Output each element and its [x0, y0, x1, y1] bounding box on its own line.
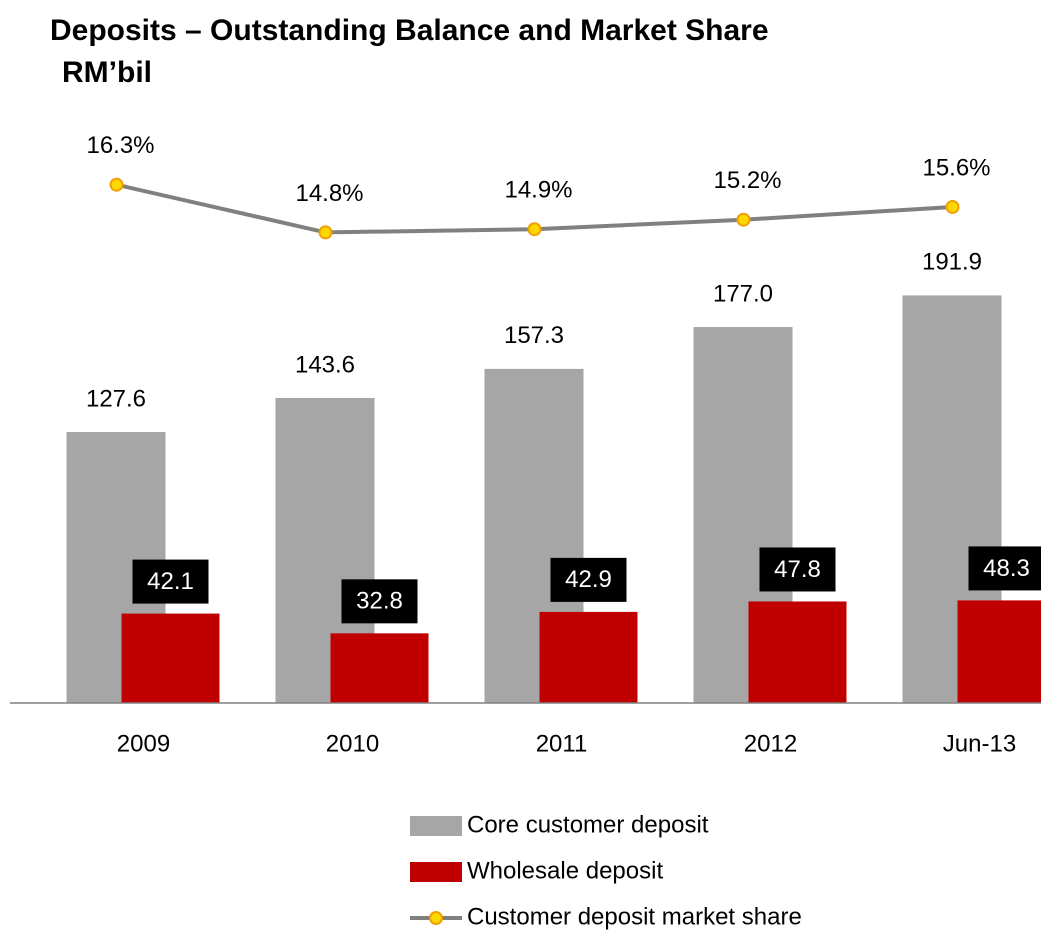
legend-marker [429, 911, 443, 925]
legend-swatch [410, 816, 462, 836]
legend-label: Core customer deposit [467, 811, 709, 838]
data-label: 16.3% [86, 132, 154, 159]
data-label: 191.9 [922, 249, 982, 276]
data-label-box [968, 546, 1041, 591]
data-label: 42.9 [565, 566, 612, 593]
data-label: 47.8 [774, 556, 821, 583]
data-label: 48.3 [983, 555, 1030, 582]
data-label: 14.9% [504, 177, 572, 204]
chart-subtitle: RM’bil [62, 56, 152, 89]
line-marker [527, 222, 542, 237]
data-label-box [132, 559, 209, 604]
legend-swatch [410, 862, 462, 882]
data-label-box [341, 579, 418, 624]
data-label: 143.6 [295, 351, 355, 378]
data-label-box [550, 557, 627, 602]
data-label: 14.8% [295, 180, 363, 207]
bar [330, 633, 429, 703]
data-label: 157.3 [504, 322, 564, 349]
data-label-box [759, 547, 836, 592]
bar [748, 601, 847, 703]
data-label: 42.1 [147, 568, 194, 595]
x-tick-label: 2009 [117, 730, 170, 757]
data-label: 15.2% [713, 167, 781, 194]
line-marker [318, 225, 333, 240]
x-tick-label: 2010 [326, 730, 379, 757]
data-label: 15.6% [922, 154, 990, 181]
data-label: 177.0 [713, 280, 773, 307]
line-marker [736, 212, 751, 227]
data-label: 32.8 [356, 588, 403, 615]
bar [957, 600, 1041, 703]
legend-label: Customer deposit market share [467, 903, 802, 930]
line-marker [945, 199, 960, 214]
legend-label: Wholesale deposit [467, 857, 663, 884]
x-tick-label: Jun-13 [943, 730, 1016, 757]
bar [539, 611, 638, 703]
line-marker [109, 177, 124, 192]
bar [121, 613, 220, 703]
x-tick-label: 2011 [536, 730, 588, 757]
chart-title: Deposits – Outstanding Balance and Marke… [50, 14, 769, 47]
data-label: 127.6 [86, 385, 146, 412]
x-tick-label: 2012 [744, 730, 797, 757]
